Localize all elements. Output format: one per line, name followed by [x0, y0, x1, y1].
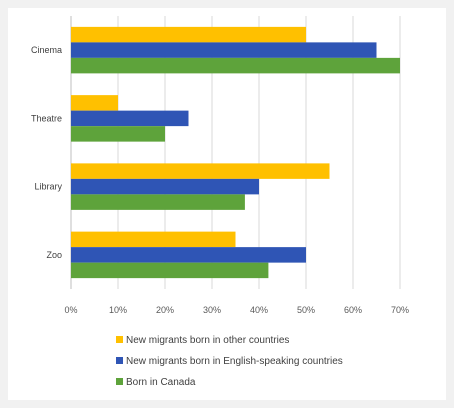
- x-tick-label: 60%: [344, 305, 362, 315]
- category-label: Zoo: [46, 250, 62, 260]
- bar: [71, 231, 236, 248]
- x-tick-label: 10%: [109, 305, 127, 315]
- legend-swatch: [116, 336, 123, 343]
- bar: [71, 262, 269, 279]
- category-label: Library: [34, 182, 62, 192]
- legend-label: Born in Canada: [126, 377, 196, 388]
- bar: [71, 126, 165, 142]
- bar: [71, 42, 377, 58]
- bar: [71, 194, 245, 210]
- x-tick-label: 20%: [156, 305, 174, 315]
- bar: [71, 247, 306, 263]
- x-tick-label: 40%: [250, 305, 268, 315]
- x-tick-label: 30%: [203, 305, 221, 315]
- bar: [71, 95, 118, 111]
- legend-swatch: [116, 378, 123, 385]
- bar: [71, 163, 330, 179]
- legend: New migrants born in other countries New …: [116, 335, 343, 388]
- bar: [71, 110, 189, 127]
- bar: [71, 26, 306, 43]
- legend-label: New migrants born in other countries: [126, 335, 289, 346]
- category-label: Theatre: [31, 113, 62, 123]
- category-label: Cinema: [31, 45, 62, 55]
- bars: [71, 26, 400, 279]
- bar: [71, 178, 259, 195]
- bar: [71, 57, 400, 74]
- axes: 0% 10% 20% 30% 40% 50% 60% 70% Cinema Theatre Libr…: [31, 45, 409, 315]
- x-tick-label: 70%: [391, 305, 409, 315]
- legend-swatch: [116, 357, 123, 364]
- x-tick-label: 50%: [297, 305, 315, 315]
- legend-label: New migrants born in English-speaking co…: [126, 356, 343, 367]
- x-tick-label: 0%: [64, 305, 77, 315]
